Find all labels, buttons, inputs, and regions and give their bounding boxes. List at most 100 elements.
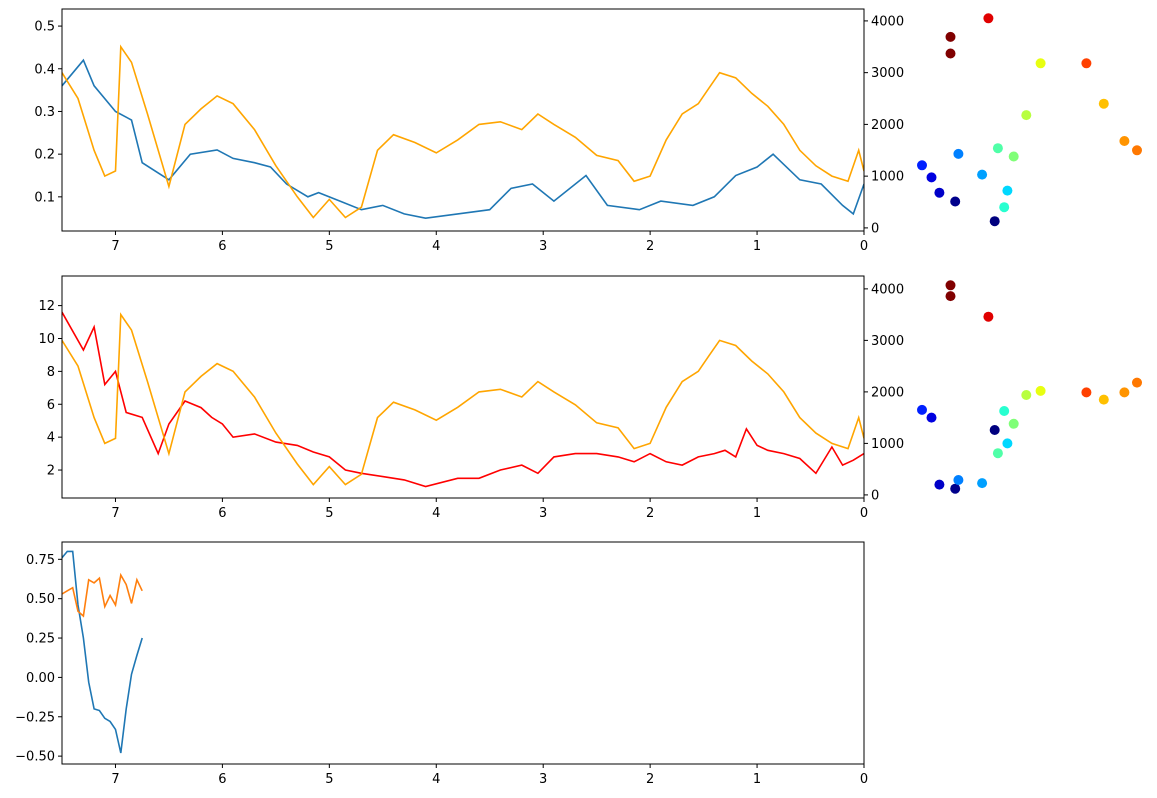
series-line-1 bbox=[62, 550, 143, 754]
x-tick-label: 0 bbox=[860, 506, 868, 521]
scatter-point bbox=[950, 196, 961, 207]
scatter-point bbox=[1002, 185, 1013, 196]
x-tick-label: 7 bbox=[111, 506, 119, 521]
y2-tick-label: 0 bbox=[871, 221, 879, 236]
scatter-point bbox=[1035, 58, 1046, 69]
scatter-panel-2 bbox=[917, 280, 1142, 494]
scatter-point bbox=[926, 412, 937, 423]
x-tick-label: 3 bbox=[539, 506, 547, 521]
x-tick-label: 4 bbox=[432, 239, 440, 254]
x-tick-label: 6 bbox=[218, 239, 226, 254]
x-tick-label: 2 bbox=[646, 506, 654, 521]
series-line-2 bbox=[62, 44, 864, 219]
scatter-point bbox=[917, 160, 927, 171]
scatter-point bbox=[1132, 377, 1142, 388]
y-tick-label: 4 bbox=[47, 431, 55, 446]
scatter-point bbox=[1132, 145, 1142, 156]
scatter-point bbox=[1008, 151, 1019, 162]
x-tick-label: 3 bbox=[539, 772, 547, 787]
series-line-2 bbox=[62, 312, 864, 486]
scatter-point bbox=[1081, 58, 1092, 69]
x-tick-label: 5 bbox=[325, 772, 333, 787]
scatter-point bbox=[999, 202, 1010, 213]
scatter-point bbox=[983, 311, 994, 322]
x-tick-label: 4 bbox=[432, 772, 440, 787]
axes-frame bbox=[61, 275, 865, 499]
x-tick-label: 7 bbox=[111, 772, 119, 787]
scatter-point bbox=[999, 406, 1010, 416]
x-tick-label: 1 bbox=[753, 506, 761, 521]
x-tick-label: 6 bbox=[218, 506, 226, 521]
y-tick-label: −0.50 bbox=[15, 750, 55, 765]
scatter-point bbox=[989, 216, 1000, 227]
y-tick-label: 0.00 bbox=[26, 671, 55, 686]
scatter-point bbox=[945, 291, 956, 302]
scatter-point bbox=[992, 143, 1003, 154]
scatter-point bbox=[1008, 418, 1019, 429]
y2-tick-label: 2000 bbox=[871, 385, 904, 400]
scatter-point bbox=[950, 483, 961, 494]
scatter-point bbox=[1021, 390, 1032, 400]
y2-tick-label: 1000 bbox=[871, 437, 904, 452]
y-tick-label: 6 bbox=[47, 398, 55, 413]
scatter-point bbox=[983, 13, 994, 24]
y-tick-label: 10 bbox=[38, 332, 55, 347]
y-tick-label: 0.50 bbox=[26, 592, 55, 607]
y-tick-label: 2 bbox=[47, 464, 55, 479]
series-line-1 bbox=[62, 311, 864, 488]
x-tick-label: 0 bbox=[860, 239, 868, 254]
y-tick-label: 8 bbox=[47, 365, 55, 380]
y-tick-label: 0.1 bbox=[34, 190, 55, 205]
scatter-point bbox=[953, 475, 964, 485]
y-tick-label: 0.25 bbox=[26, 632, 55, 647]
y-tick-label: 0.3 bbox=[34, 105, 55, 120]
scatter-point bbox=[1002, 438, 1013, 449]
scatter-point bbox=[977, 478, 988, 489]
x-tick-label: 3 bbox=[539, 239, 547, 254]
y2-tick-label: 3000 bbox=[871, 66, 904, 81]
x-tick-label: 2 bbox=[646, 772, 654, 787]
scatter-point bbox=[953, 148, 964, 159]
scatter-point bbox=[977, 169, 988, 180]
y2-tick-label: 2000 bbox=[871, 118, 904, 133]
scatter-panel-1 bbox=[917, 13, 1142, 227]
scatter-point bbox=[917, 404, 927, 415]
scatter-point bbox=[945, 280, 956, 291]
y2-tick-label: 3000 bbox=[871, 334, 904, 349]
y2-tick-label: 4000 bbox=[871, 14, 904, 29]
scatter-point bbox=[945, 31, 956, 42]
y2-tick-label: 4000 bbox=[871, 282, 904, 297]
scatter-point bbox=[989, 425, 1000, 435]
scatter-point bbox=[934, 479, 945, 490]
y2-tick-label: 1000 bbox=[871, 170, 904, 185]
axes-frame bbox=[61, 541, 865, 765]
x-tick-label: 7 bbox=[111, 239, 119, 254]
x-tick-label: 2 bbox=[646, 239, 654, 254]
x-tick-label: 1 bbox=[753, 772, 761, 787]
scatter-point bbox=[934, 187, 945, 198]
scatter-point bbox=[926, 172, 937, 183]
y-tick-label: −0.25 bbox=[15, 710, 55, 725]
y-tick-label: 0.5 bbox=[34, 20, 55, 35]
y-tick-label: 0.4 bbox=[34, 62, 55, 77]
series-line-2 bbox=[62, 572, 143, 618]
scatter-point bbox=[1119, 387, 1130, 398]
series-line-1 bbox=[62, 58, 864, 220]
y-tick-label: 0.2 bbox=[34, 148, 55, 163]
y2-tick-label: 0 bbox=[871, 488, 879, 503]
scatter-point bbox=[1098, 394, 1109, 405]
scatter-point bbox=[1119, 136, 1130, 146]
scatter-point bbox=[1035, 385, 1046, 396]
x-tick-label: 4 bbox=[432, 506, 440, 521]
scatter-point bbox=[1081, 387, 1092, 398]
y-tick-label: 12 bbox=[38, 299, 55, 314]
scatter-point bbox=[1021, 110, 1032, 121]
x-tick-label: 1 bbox=[753, 239, 761, 254]
x-tick-label: 5 bbox=[325, 506, 333, 521]
x-tick-label: 0 bbox=[860, 772, 868, 787]
line-panel-3: 7 6 5 4 3 2 1 0 −0.50 −0.25 0.00 0.25 0.50 0.75 bbox=[15, 541, 868, 787]
y-tick-label: 0.75 bbox=[26, 553, 55, 568]
line-panel-1: 7 6 5 4 3 2 1 0 0.1 0.2 0.3 0.4 0.5 0 1000 2000 3000 4000 bbox=[34, 8, 904, 254]
